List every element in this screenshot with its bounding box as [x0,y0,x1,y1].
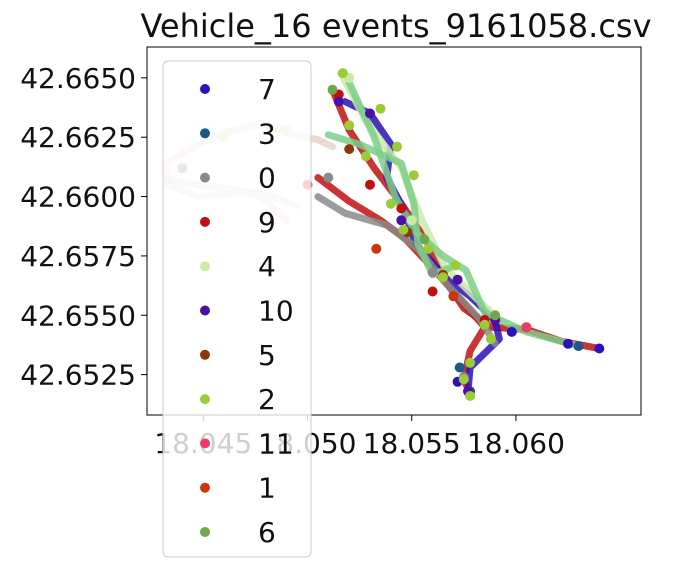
data-point-series-2 [450,260,461,271]
data-point-series-2 [465,391,476,401]
legend-marker-4 [200,261,210,272]
data-point-series-2 [485,334,496,344]
legend-box [162,60,312,558]
legend-label-1: 1 [258,472,276,505]
legend-label-11: 11 [258,427,294,460]
data-point-series-5 [344,144,355,155]
legend-marker-3 [200,128,210,139]
y-axis: 42.6525 42.6550 42.6575 42.6600 42.6625 42.66… [20,62,147,392]
data-point-series-2 [375,103,386,114]
y-tick-label: 42.6600 [20,181,136,214]
chart-title: Vehicle_16 events_9161058.csv [140,7,651,45]
data-point-series-10 [452,274,463,285]
legend-label-9: 9 [258,206,276,239]
data-point-series-11 [521,322,532,333]
y-tick-label: 42.6550 [20,299,136,332]
data-point-series-1 [448,291,459,302]
legend-marker-6 [200,527,210,537]
data-point-series-9 [396,203,407,214]
legend-marker-5 [200,349,210,360]
y-tick-label: 42.6575 [20,240,136,273]
legend-label-6: 6 [258,516,276,549]
legend-label-3: 3 [258,117,276,150]
legend-marker-0 [200,172,210,183]
data-point-series-10 [333,96,344,107]
data-point-series-7 [563,338,573,349]
data-point-series-2 [385,198,396,209]
plot-frame [146,46,642,416]
legend-marker-10 [200,305,210,316]
legend-label-7: 7 [258,73,276,106]
data-point-series-7 [506,326,517,337]
x-tick-label: 18.060 [467,427,565,460]
data-point-series-6 [327,84,338,95]
legend-label-5: 5 [258,339,276,372]
legend-marker-11 [200,438,210,449]
legend-marker-7 [200,84,210,94]
data-point-series-6 [490,310,501,321]
data-point-series-2 [360,151,371,162]
data-point-series-6 [419,234,430,245]
legend-marker-2 [200,394,210,405]
data-point-series-2 [392,141,403,152]
legend-marker-9 [200,216,210,227]
legend-label-10: 10 [258,295,294,328]
data-point-series-2 [398,224,409,235]
data-point-series-10 [396,215,407,226]
y-tick-label: 42.6625 [20,121,136,154]
data-point-series-7 [594,343,605,354]
data-point-series-0 [427,267,438,278]
data-point-series-2 [465,357,476,368]
data-point-series-2 [438,272,448,283]
data-point-series-9 [365,179,375,190]
legend-marker-1 [200,482,210,493]
y-tick-label: 42.6650 [20,62,136,95]
data-point-series-2 [479,319,490,330]
legend-label-0: 0 [258,162,276,195]
data-point-series-1 [371,243,382,254]
x-tick-label: 18.055 [363,427,461,460]
data-point-series-9 [427,286,438,297]
data-point-series-3 [573,341,584,352]
data-point-series-4 [406,215,417,226]
data-point-series-2 [337,68,348,79]
route-layer [162,69,603,398]
data-point-series-2 [408,170,419,181]
y-tick-label: 42.6525 [20,359,136,392]
legend-label-4: 4 [258,250,276,283]
data-point-series-3 [454,362,465,373]
legend-label-2: 2 [258,383,276,416]
data-point-series-2 [458,374,469,385]
data-point-series-0 [323,172,334,183]
data-point-series-2 [423,243,434,254]
data-point-series-10 [365,108,375,119]
data-point-series-2 [344,120,355,131]
